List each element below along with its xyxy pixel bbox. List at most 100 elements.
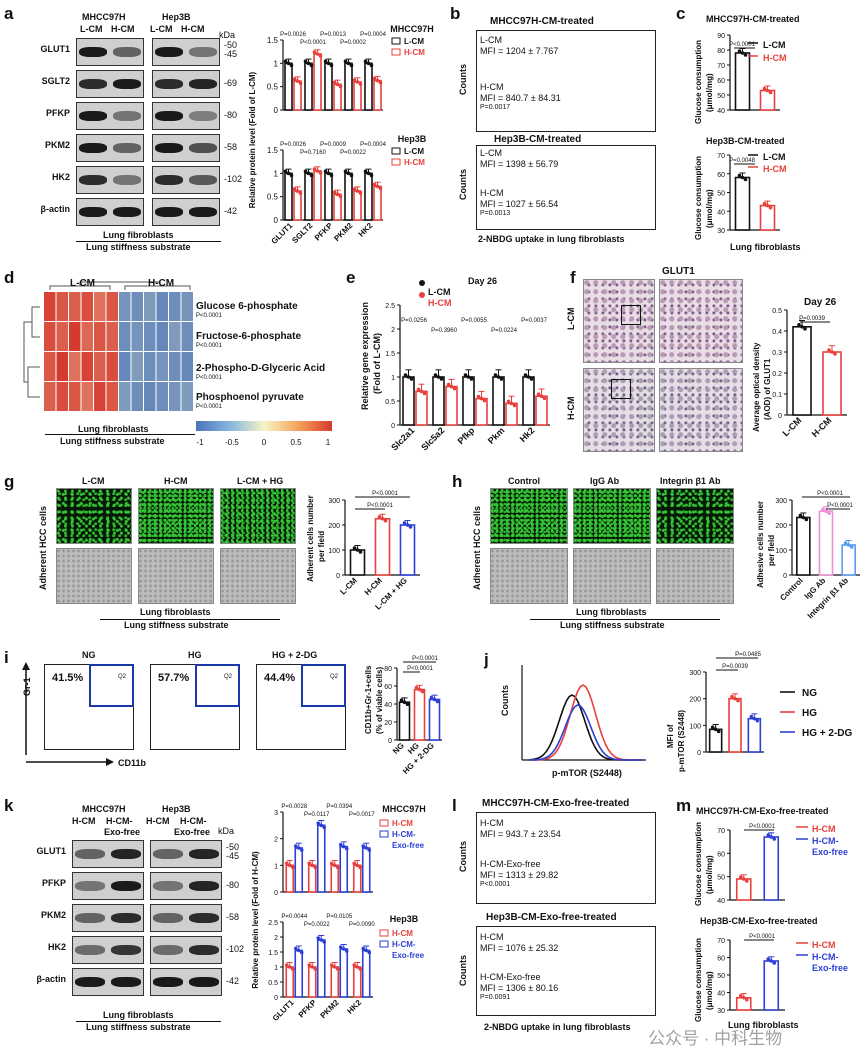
l-title-1: MHCC97H-CM-Exo-free-treated [482, 798, 630, 809]
k-mhcc97h-pval-2: P=0.0394 [326, 804, 353, 810]
a-mhcc97h-pval-1: P<0.0001 [300, 40, 327, 46]
m-mhcc97h-dot-1-0-0 [766, 833, 771, 837]
a-hep3b-dot-4-0-0 [363, 169, 368, 174]
g-adherent-bar-1-0 [374, 517, 391, 576]
e-genes-bar-0-0 [402, 376, 415, 426]
e-leg-dot-2 [419, 292, 425, 298]
k-hep3b-dot-3-0-2 [358, 967, 363, 971]
j-chart-ylabel-1: MFI of [666, 724, 675, 748]
a-hep3b-dot-0-0-1 [286, 171, 291, 176]
a-mhcc97h-dot-3-1-2 [358, 82, 363, 86]
h-col-2: IgG Ab [590, 476, 620, 486]
a-mhcc97h-bar-0-1 [293, 80, 302, 111]
a-mhcc97h-bar-3-1 [353, 81, 362, 111]
e-genes-ytick-label-2: 1 [391, 375, 395, 382]
a-hep3b-pval-0: P=0.0026 [280, 142, 307, 148]
k-hep3b-dot-2-0-0 [329, 963, 334, 967]
c-title-1: MHCC97H-CM-treated [706, 14, 800, 24]
e-pval-3: P=0.0224 [491, 328, 518, 334]
k-leg-1b-t: H-CM- [392, 830, 416, 839]
a-mhcc97h-dot-0-1-2 [298, 81, 303, 85]
m-mhcc97h-ytick-label-3: 70 [717, 828, 725, 835]
k-cond-2: H-CM- [106, 816, 133, 826]
f-aod-dot-1-0-2 [833, 352, 837, 356]
e-genes-ytick-label-3: 1.5 [385, 351, 395, 358]
a-mhcc97h-bar-4-0 [364, 62, 373, 111]
g-footer-line [100, 619, 280, 620]
m-legend-1b: H-CM- [812, 836, 839, 846]
f-ihc-lcm-high [659, 279, 743, 363]
g-fluor-2 [138, 488, 214, 544]
a-hep3b-pval-1: P=0.7160 [300, 150, 327, 156]
l-exo-2: H-CM-Exo-free [480, 972, 541, 982]
i-flow-2 [150, 664, 240, 750]
e-genes-ytick-label-0: 0 [391, 423, 395, 430]
j-mtor-dot-1-0-2 [736, 698, 740, 703]
h-adhesive-ytick-label-2: 200 [775, 523, 787, 530]
d-cell-1-9 [156, 322, 168, 351]
m-mhcc97h-dot-0-0-1 [741, 877, 746, 881]
blot-a-cond-1: L-CM [80, 24, 103, 34]
d-cell-3-4 [94, 382, 106, 411]
k-mhcc97h-dot-3-1-0 [361, 844, 366, 848]
k-leg-2a [379, 929, 389, 937]
c-hep3b-ytick-label-3: 60 [717, 172, 725, 179]
m-xlabel: Lung fibroblasts [728, 1020, 799, 1030]
i-yaxis: Gr-1 [22, 677, 32, 696]
a-mhcc97h-dot-1-0-1 [306, 61, 311, 66]
k-leg-1b [379, 830, 389, 838]
e-genes-bar-1-1 [445, 385, 458, 426]
a-hep3b-bar-2-0 [324, 172, 333, 221]
e-genes-bar-3-0 [492, 376, 505, 426]
g-adherent-dot-1-0-2 [383, 518, 388, 523]
blot-a-band-2-1 [113, 111, 141, 121]
k-hep3b-cat-1: PFKP [297, 998, 319, 1020]
d-cell-0-11 [181, 292, 193, 321]
e-genes-dot-1-1-1 [449, 384, 454, 389]
e-pval-2: P=0.0055 [461, 318, 488, 324]
k-hep3b-cat-3: HK2 [345, 998, 363, 1016]
k-mhcc97h-ytick-label-2: 2 [274, 837, 278, 844]
blot-k-kda-0-0: -50 [226, 842, 240, 852]
m-ylabel-1b: (μmol/mg) [705, 855, 714, 894]
blot-a-band-3-2 [155, 143, 183, 153]
m-hep3b-dot-1-0-0 [766, 957, 771, 961]
blot-a-band-5-3 [189, 207, 217, 217]
e-genes-dot-1-0-1 [436, 375, 441, 379]
m-mhcc97h-ytick-label-2: 60 [717, 851, 725, 858]
k-mhcc97h-dot-1-1-2 [322, 825, 327, 830]
k-mhcc97h-bar-2-1 [339, 845, 349, 893]
m-mhcc97h-dot-1-0-2 [772, 837, 777, 841]
g-adherent-ytick-label-2: 200 [328, 523, 340, 530]
d-cell-0-2 [69, 292, 81, 321]
k-hep3b-pval-3: P=0.0090 [349, 922, 376, 928]
g-col-2: H-CM [164, 476, 188, 486]
e-genes-dot-1-1-2 [452, 386, 457, 391]
e-genes-dot-3-1-2 [512, 403, 517, 408]
h-adhesive-dot-1-0-1 [824, 509, 828, 514]
f-ylabel-2: (AOD) of GLUT1 [763, 358, 772, 420]
e-genes-dot-2-0-2 [469, 377, 474, 381]
i-chart-ylabel-1: CD11b+Gr-1+cells [364, 665, 373, 734]
k-hep3b-dot-0-1-1 [296, 948, 301, 953]
blot-k-band-3-1 [111, 945, 141, 955]
d-col-hcm: H-CM [148, 278, 175, 289]
d-footer-1: Lung fibroblasts [78, 424, 149, 434]
k-cond-4: H-CM- [180, 816, 207, 826]
i-mdsc-bar-2-0 [428, 698, 441, 741]
i-col-3: HG + 2-DG [272, 650, 318, 660]
blot-k-row-label-2: PKM2 [40, 910, 66, 920]
blot-k-band-1-2 [153, 881, 183, 891]
d-dendrogram [23, 306, 40, 398]
c-hep3b-bar-1-0 [759, 204, 776, 231]
i-mdsc-cat-0: NG [391, 741, 406, 756]
b-hcm-label-2: H-CM [480, 188, 504, 198]
a-hep3b-cat-2: PFKP [313, 221, 335, 243]
l-p-1: P<0.0001 [480, 881, 511, 888]
a-leg-2a [391, 147, 401, 155]
k-mhcc97h-ytick-label-1: 1 [274, 863, 278, 870]
a-hep3b-dot-4-1-0 [372, 182, 377, 187]
a-hep3b-dot-4-0-2 [369, 173, 374, 178]
a-hep3b-bar-4-0 [364, 172, 373, 221]
j-mtor-ptext-1: P=0.0485 [735, 652, 762, 658]
